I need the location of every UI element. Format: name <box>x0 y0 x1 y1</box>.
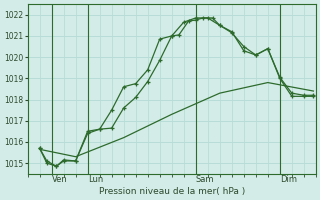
X-axis label: Pression niveau de la mer( hPa ): Pression niveau de la mer( hPa ) <box>99 187 245 196</box>
